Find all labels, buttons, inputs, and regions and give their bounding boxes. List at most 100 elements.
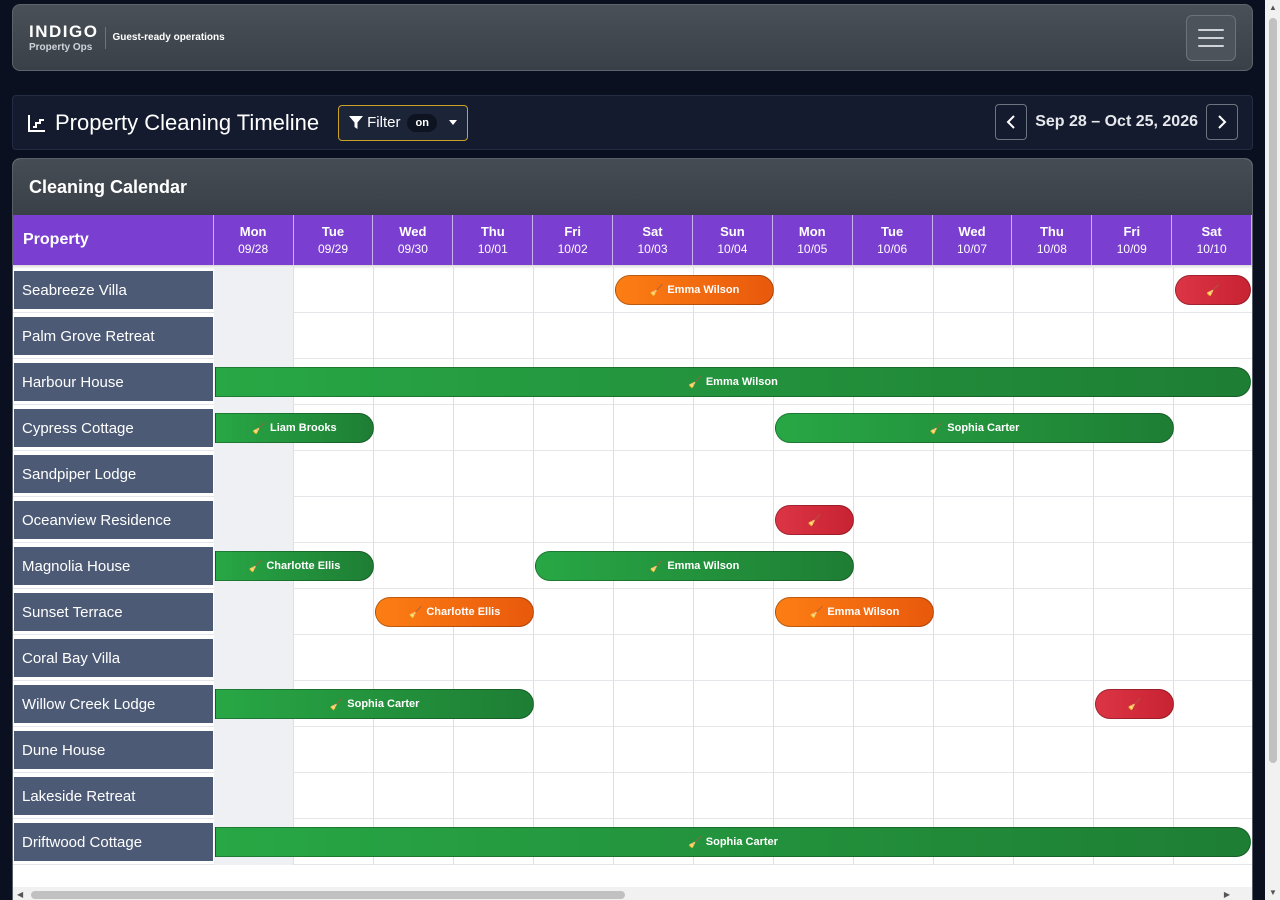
day-cell[interactable]: [1014, 451, 1094, 497]
day-cell[interactable]: [774, 635, 854, 681]
day-cell[interactable]: [934, 451, 1014, 497]
horizontal-scroll-thumb[interactable]: [31, 891, 625, 899]
day-cell[interactable]: [1094, 543, 1174, 589]
brand[interactable]: INDIGO Property Ops Guest-ready operatio…: [29, 23, 225, 53]
day-cell[interactable]: [1014, 773, 1094, 819]
day-cell[interactable]: [934, 313, 1014, 359]
day-cell[interactable]: [614, 405, 694, 451]
day-cell[interactable]: [774, 267, 854, 313]
day-cell[interactable]: [854, 635, 934, 681]
day-cell[interactable]: [854, 313, 934, 359]
day-cell[interactable]: [934, 727, 1014, 773]
day-cell[interactable]: [1014, 497, 1094, 543]
day-cell[interactable]: [534, 313, 614, 359]
property-name-cell[interactable]: Magnolia House: [14, 547, 213, 585]
day-cell[interactable]: [454, 773, 534, 819]
scroll-right-icon[interactable]: ▶: [1223, 890, 1230, 899]
prev-range-button[interactable]: [995, 104, 1028, 140]
day-cell[interactable]: [534, 773, 614, 819]
day-cell[interactable]: [694, 773, 774, 819]
day-cell[interactable]: [1094, 589, 1174, 635]
day-cell[interactable]: [934, 773, 1014, 819]
day-cell[interactable]: [614, 497, 694, 543]
day-cell[interactable]: [614, 681, 694, 727]
day-cell[interactable]: [454, 497, 534, 543]
day-cell[interactable]: [614, 313, 694, 359]
day-cell[interactable]: [694, 589, 774, 635]
vertical-scroll-thumb[interactable]: [1269, 18, 1277, 763]
day-cell[interactable]: [374, 727, 454, 773]
scroll-up-icon[interactable]: ▲: [1269, 3, 1277, 12]
day-cell[interactable]: [694, 451, 774, 497]
day-cell[interactable]: [694, 681, 774, 727]
day-cell[interactable]: [294, 451, 374, 497]
cleaning-booking-green[interactable]: 🧹 Emma Wilson: [535, 551, 854, 581]
day-cell[interactable]: [294, 773, 374, 819]
cleaning-booking-green[interactable]: 🧹 Sophia Carter: [215, 827, 1251, 857]
day-cell[interactable]: [214, 451, 294, 497]
day-cell[interactable]: [294, 267, 374, 313]
cleaning-booking-orange[interactable]: 🧹 Emma Wilson: [775, 597, 934, 627]
day-cell[interactable]: [1174, 497, 1252, 543]
day-cell[interactable]: [214, 497, 294, 543]
day-cell[interactable]: [934, 635, 1014, 681]
day-cell[interactable]: [1174, 635, 1252, 681]
day-cell[interactable]: [454, 313, 534, 359]
day-cell[interactable]: [1174, 589, 1252, 635]
day-cell[interactable]: [454, 405, 534, 451]
property-name-cell[interactable]: Lakeside Retreat: [14, 777, 213, 815]
day-cell[interactable]: [534, 405, 614, 451]
day-cell[interactable]: [934, 589, 1014, 635]
day-cell[interactable]: [1174, 727, 1252, 773]
property-name-cell[interactable]: Coral Bay Villa: [14, 639, 213, 677]
day-cell[interactable]: [774, 681, 854, 727]
day-cell[interactable]: [934, 497, 1014, 543]
scroll-left-icon[interactable]: ◀: [17, 890, 24, 899]
day-cell[interactable]: [774, 727, 854, 773]
day-cell[interactable]: [614, 451, 694, 497]
cleaning-booking-orange[interactable]: 🧹 Emma Wilson: [615, 275, 774, 305]
cleaning-booking-green[interactable]: 🧹 Sophia Carter: [215, 689, 534, 719]
property-name-cell[interactable]: Cypress Cottage: [14, 409, 213, 447]
day-cell[interactable]: [294, 313, 374, 359]
day-cell[interactable]: [694, 313, 774, 359]
day-cell[interactable]: [214, 267, 294, 313]
day-cell[interactable]: [934, 681, 1014, 727]
day-cell[interactable]: [1014, 589, 1094, 635]
day-cell[interactable]: [694, 635, 774, 681]
scroll-down-icon[interactable]: ▼: [1269, 888, 1277, 897]
day-cell[interactable]: [294, 497, 374, 543]
property-name-cell[interactable]: Sunset Terrace: [14, 593, 213, 631]
day-cell[interactable]: [214, 313, 294, 359]
property-name-cell[interactable]: Palm Grove Retreat: [14, 317, 213, 355]
property-name-cell[interactable]: Sandpiper Lodge: [14, 455, 213, 493]
day-cell[interactable]: [374, 451, 454, 497]
day-cell[interactable]: [534, 497, 614, 543]
day-cell[interactable]: [534, 681, 614, 727]
day-cell[interactable]: [374, 497, 454, 543]
day-cell[interactable]: [1014, 635, 1094, 681]
filter-dropdown-button[interactable]: Filter on: [338, 104, 468, 141]
day-cell[interactable]: [1174, 313, 1252, 359]
page-vertical-scrollbar[interactable]: ▲ ▼: [1265, 0, 1280, 900]
day-cell[interactable]: [614, 773, 694, 819]
day-cell[interactable]: [374, 405, 454, 451]
next-range-button[interactable]: [1206, 104, 1238, 140]
day-cell[interactable]: [854, 451, 934, 497]
day-cell[interactable]: [854, 267, 934, 313]
cleaning-booking-orange[interactable]: 🧹 Charlotte Ellis: [375, 597, 534, 627]
day-cell[interactable]: [614, 589, 694, 635]
day-cell[interactable]: [1014, 727, 1094, 773]
day-cell[interactable]: [374, 773, 454, 819]
day-cell[interactable]: [1174, 451, 1252, 497]
day-cell[interactable]: [534, 635, 614, 681]
day-cell[interactable]: [374, 267, 454, 313]
day-cell[interactable]: [1094, 451, 1174, 497]
cleaning-booking-green[interactable]: 🧹 Sophia Carter: [775, 413, 1174, 443]
cleaning-booking-green[interactable]: 🧹 Liam Brooks: [215, 413, 374, 443]
day-cell[interactable]: [534, 727, 614, 773]
day-cell[interactable]: [1094, 727, 1174, 773]
cleaning-booking-green[interactable]: 🧹 Emma Wilson: [215, 367, 1251, 397]
hamburger-menu-icon[interactable]: [1186, 15, 1236, 61]
day-cell[interactable]: [934, 543, 1014, 589]
